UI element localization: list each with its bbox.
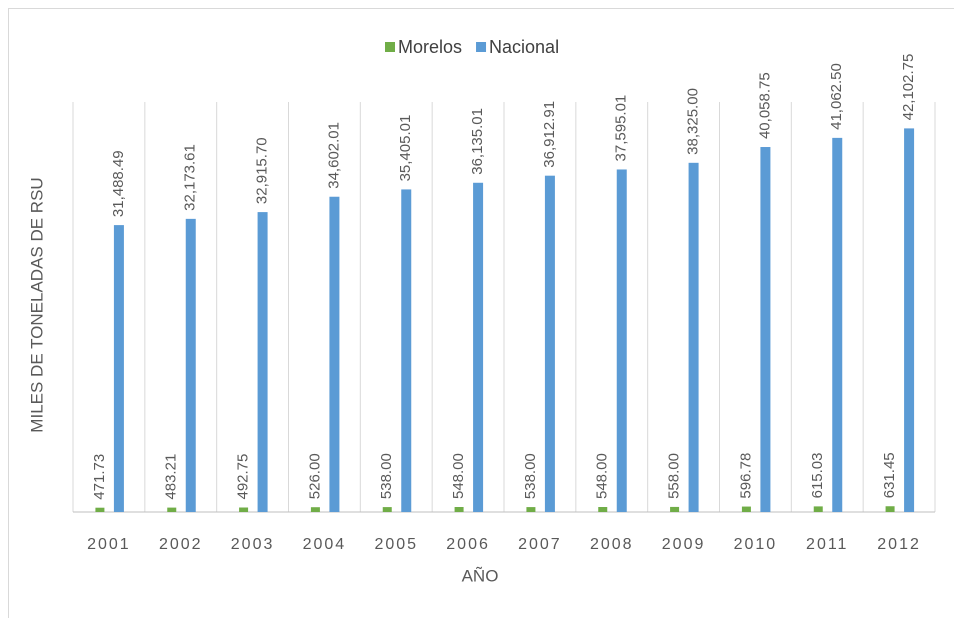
legend-swatch xyxy=(385,42,395,52)
chart-frame xyxy=(8,8,954,618)
bar xyxy=(473,182,484,513)
bar xyxy=(454,507,464,512)
data-label: 36,135.01 xyxy=(469,108,486,175)
bar xyxy=(544,175,555,512)
x-tick-label: 2009 xyxy=(662,536,706,553)
data-label: 596.78 xyxy=(737,453,754,499)
x-axis-title: AÑO xyxy=(462,566,499,585)
bar xyxy=(832,137,843,512)
y-axis-title: MILES DE TONELADAS DE RSU xyxy=(27,177,46,432)
data-label: 526.00 xyxy=(306,453,323,499)
bar xyxy=(329,196,340,512)
bar xyxy=(741,506,751,512)
x-tick-label: 2010 xyxy=(734,536,778,553)
data-label: 31,488.49 xyxy=(110,150,127,217)
bar xyxy=(113,225,124,513)
bar xyxy=(598,507,608,512)
x-tick-label: 2001 xyxy=(87,536,131,553)
data-label: 32,173.61 xyxy=(182,144,199,211)
data-label: 548.00 xyxy=(594,453,611,499)
data-label: 37,595.01 xyxy=(613,95,630,162)
bar xyxy=(760,147,771,513)
bar xyxy=(813,506,823,512)
bar xyxy=(526,507,536,512)
bar xyxy=(616,169,627,512)
x-tick-label: 2006 xyxy=(446,536,490,553)
bar xyxy=(885,506,895,512)
data-label: 538.00 xyxy=(378,453,395,499)
data-label: 631.45 xyxy=(881,452,898,498)
data-label: 492.75 xyxy=(235,454,252,500)
x-tick-label: 2004 xyxy=(303,536,347,553)
x-tick-label: 2012 xyxy=(877,536,921,553)
legend-swatch xyxy=(476,42,487,52)
data-label: 40,058.75 xyxy=(756,72,773,139)
data-label: 34,602.01 xyxy=(325,122,342,189)
x-tick-label: 2007 xyxy=(518,536,562,553)
bar xyxy=(401,189,412,512)
data-label: 36,912.91 xyxy=(541,101,558,168)
bar xyxy=(185,218,196,512)
bar xyxy=(257,212,268,513)
x-tick-label: 2003 xyxy=(231,536,275,553)
x-tick-label: 2005 xyxy=(374,536,418,553)
bar xyxy=(688,162,699,513)
x-tick-label: 2008 xyxy=(590,536,634,553)
legend-label: Morelos xyxy=(398,37,462,57)
bar xyxy=(167,507,177,512)
legend-label: Nacional xyxy=(489,37,559,57)
data-label: 558.00 xyxy=(666,453,683,499)
bar xyxy=(310,507,320,512)
data-label: 615.03 xyxy=(809,453,826,499)
bar xyxy=(239,507,249,512)
bar xyxy=(382,507,392,512)
data-label: 32,915.70 xyxy=(254,137,271,204)
data-label: 42,102.75 xyxy=(900,54,917,121)
bar xyxy=(904,128,915,513)
data-label: 41,062.50 xyxy=(828,63,845,130)
bar xyxy=(670,506,680,512)
data-label: 483.21 xyxy=(163,454,180,500)
x-tick-label: 2011 xyxy=(806,536,848,553)
data-label: 35,405.01 xyxy=(397,115,414,182)
bar xyxy=(95,507,105,512)
x-tick-label: 2002 xyxy=(159,536,203,553)
data-label: 548.00 xyxy=(450,453,467,499)
data-label: 38,325.00 xyxy=(685,88,702,155)
data-label: 538.00 xyxy=(522,453,539,499)
data-label: 471.73 xyxy=(91,454,108,500)
